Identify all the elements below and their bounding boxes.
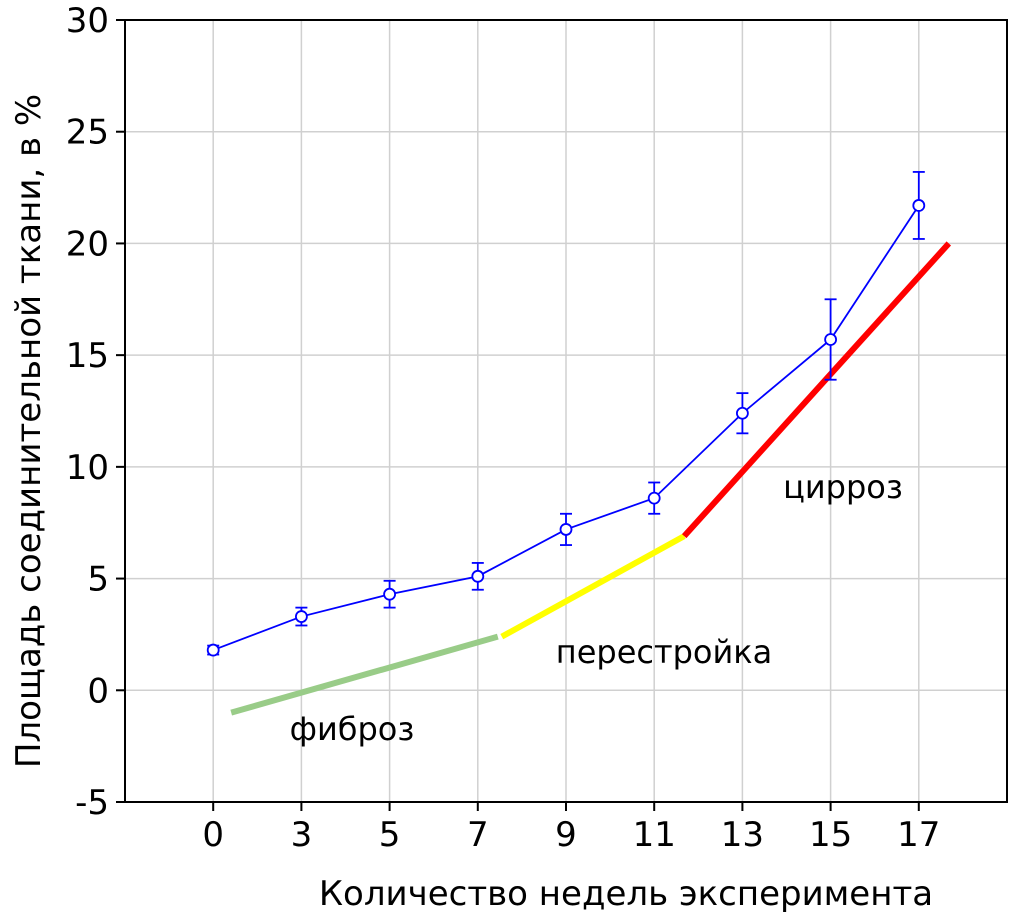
x-tick-label: 9: [555, 815, 577, 855]
y-axis-label: Площадь соединительной ткани, в %: [9, 94, 49, 768]
x-tick-label: 3: [291, 815, 313, 855]
y-tick-label: 0: [87, 671, 109, 711]
x-axis-ticks: 0 3 5 7 9 11 13 15 17: [202, 802, 940, 855]
trend-segments: [230, 241, 952, 716]
y-tick-label: 20: [66, 224, 109, 264]
data-point: [206, 643, 220, 657]
x-tick-label: 11: [633, 815, 676, 855]
y-tick-label: 5: [87, 560, 109, 600]
data-point: [559, 523, 573, 536]
x-axis-label: Количество недель эксперимента: [319, 874, 933, 914]
data-point: [647, 491, 661, 505]
y-axis-ticks: -5 0 5 10 15 20 25 30: [66, 1, 125, 823]
y-tick-label: -5: [75, 783, 109, 823]
x-tick-label: 5: [379, 815, 401, 855]
annotation-label: фиброз: [290, 710, 415, 748]
x-tick-label: 15: [809, 815, 852, 855]
data-point: [912, 199, 926, 212]
annotation-label: перестройка: [556, 633, 772, 671]
data-point: [383, 587, 397, 601]
grid: [125, 19, 1007, 803]
data-point: [824, 333, 837, 346]
trend-segment-0: [230, 633, 499, 716]
x-tick-label: 0: [202, 815, 224, 855]
y-tick-label: 10: [66, 448, 109, 488]
annotation-label: цирроз: [783, 468, 903, 506]
trend-segment-2: [681, 241, 952, 539]
trend-segment-1: [500, 533, 686, 640]
annotations: фиброз перестройка цирроз: [290, 468, 903, 748]
x-tick-label: 13: [721, 815, 764, 855]
y-tick-label: 30: [66, 1, 109, 41]
x-tick-label: 17: [897, 815, 940, 855]
data-series: [206, 171, 926, 657]
data-point: [294, 610, 308, 623]
x-tick-label: 7: [467, 815, 489, 855]
data-point: [736, 406, 749, 420]
y-tick-label: 15: [66, 336, 109, 376]
y-tick-label: 25: [66, 113, 109, 153]
data-point: [471, 569, 485, 583]
